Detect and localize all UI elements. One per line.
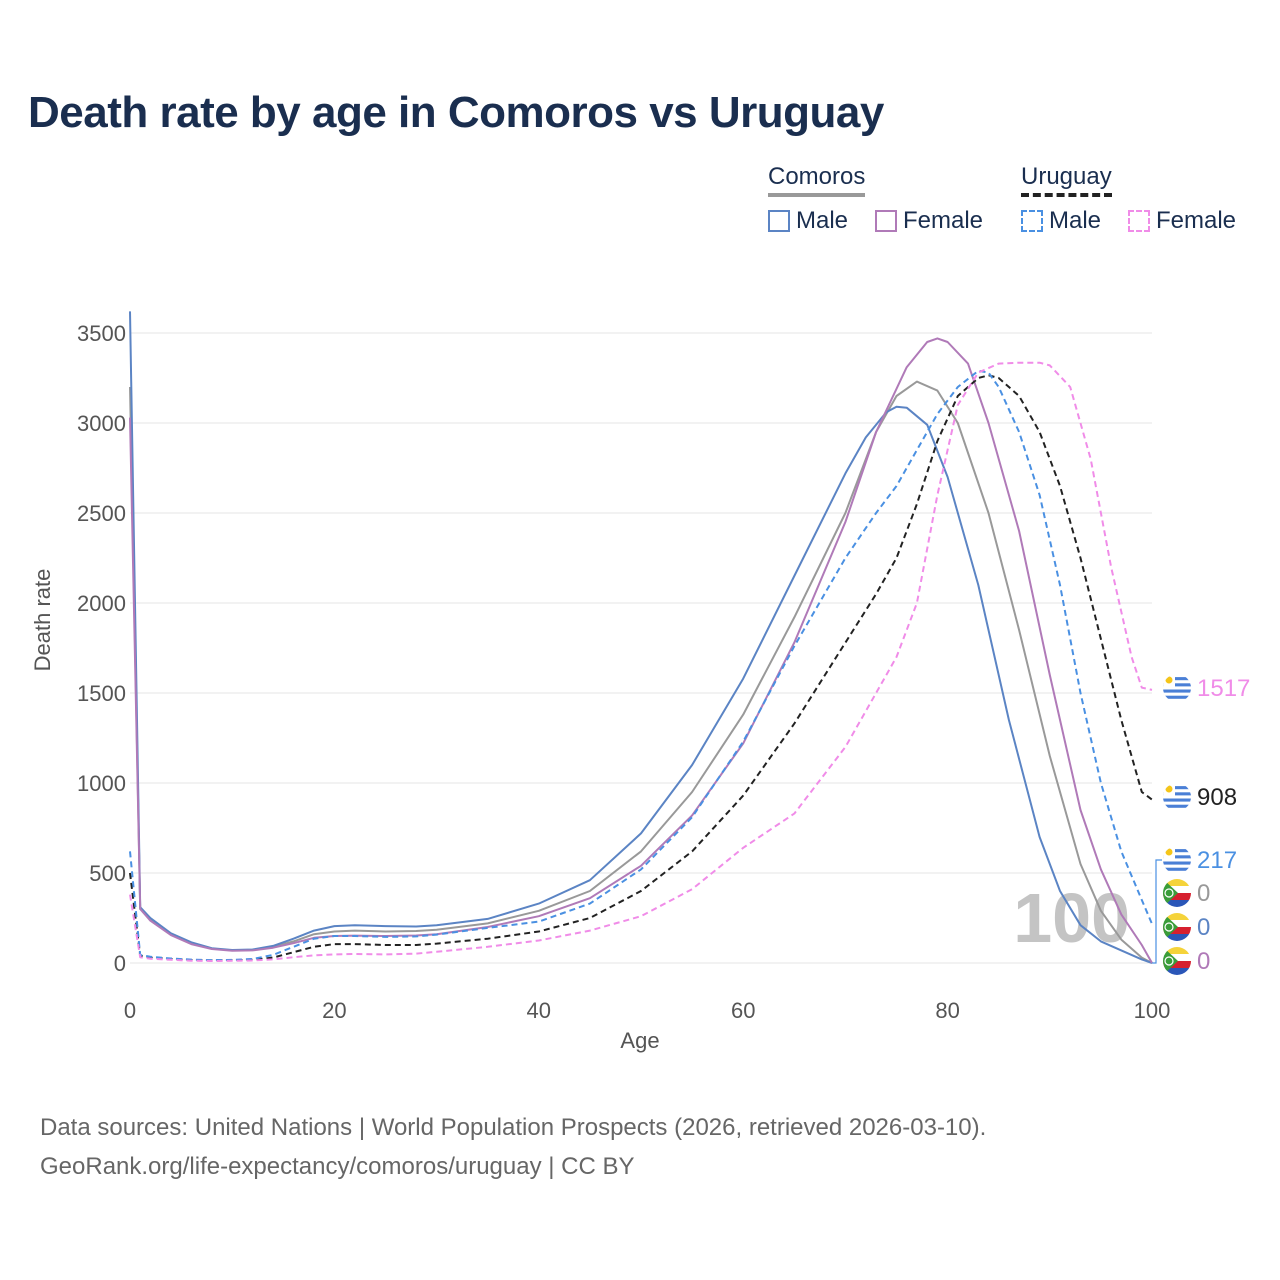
label-connector — [1152, 859, 1162, 964]
end-value-label: 0 — [1197, 914, 1210, 941]
legend-swatch-icon — [1128, 210, 1150, 232]
y-tick-label: 2000 — [77, 591, 126, 616]
y-tick-label: 500 — [89, 861, 126, 886]
flag-uruguay-icon — [1163, 783, 1191, 811]
end-value-label: 217 — [1197, 847, 1237, 874]
legend-item-comoros-male[interactable]: Male — [768, 207, 848, 235]
watermark-year: 100 — [1013, 879, 1130, 957]
legend-item-label: Male — [1049, 207, 1102, 234]
flag-comoros-icon — [1163, 947, 1191, 975]
y-tick-label: 1000 — [77, 771, 126, 796]
x-tick-label: 0 — [124, 998, 136, 1023]
legend-swatch-icon — [875, 210, 897, 232]
x-tick-label: 20 — [322, 998, 346, 1023]
legend-item-uruguay-female[interactable]: Female — [1128, 207, 1236, 235]
y-tick-label: 0 — [114, 951, 126, 976]
legend-item-uruguay-male[interactable]: Male — [1021, 207, 1101, 235]
y-tick-label: 3500 — [77, 321, 126, 346]
end-value-label: 908 — [1197, 784, 1237, 811]
legend-item-comoros-female[interactable]: Female — [875, 207, 983, 235]
y-tick-label: 2500 — [77, 501, 126, 526]
x-tick-label: 40 — [527, 998, 551, 1023]
flag-comoros-icon — [1163, 913, 1191, 941]
flag-uruguay-icon — [1163, 846, 1191, 874]
x-tick-label: 100 — [1134, 998, 1171, 1023]
legend-swatch-icon — [768, 210, 790, 232]
end-value-label: 1517 — [1197, 675, 1250, 702]
legend-swatch-icon — [1021, 210, 1043, 232]
source-link[interactable]: GeoRank.org/life-expectancy/comoros/urug… — [40, 1153, 635, 1180]
x-tick-label: 80 — [935, 998, 959, 1023]
source-line: Data sources: United Nations | World Pop… — [40, 1114, 987, 1141]
x-axis-title: Age — [620, 1028, 659, 1053]
legend-item-label: Male — [796, 207, 849, 234]
series-line-comoros-female — [129, 337, 1153, 964]
y-tick-label: 3000 — [77, 411, 126, 436]
page-title: Death rate by age in Comoros vs Uruguay — [28, 88, 884, 137]
flag-comoros-icon — [1163, 879, 1191, 907]
x-tick-label: 60 — [731, 998, 755, 1023]
legend-item-label: Female — [1156, 207, 1237, 234]
flag-uruguay-icon — [1163, 674, 1191, 702]
y-tick-label: 1500 — [77, 681, 126, 706]
legend-group-comoros[interactable]: Comoros — [768, 163, 866, 197]
end-value-label: 0 — [1197, 948, 1210, 975]
y-axis-title: Death rate — [30, 569, 55, 672]
legend-group-uruguay[interactable]: Uruguay — [1021, 163, 1112, 197]
legend-item-label: Female — [903, 207, 984, 234]
source-note: Data sources: United Nations | World Pop… — [40, 1108, 986, 1186]
end-value-label: 0 — [1197, 880, 1210, 907]
series-line-uruguay-female — [129, 361, 1153, 962]
